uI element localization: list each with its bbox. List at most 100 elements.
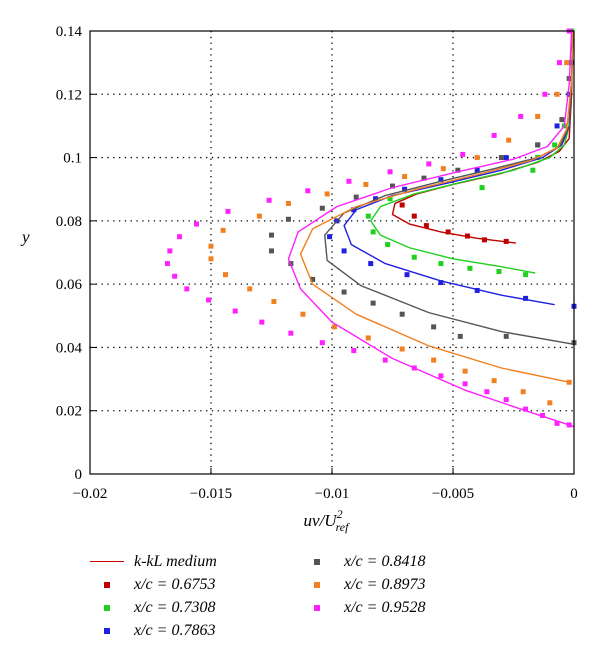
- data-point: [535, 142, 541, 148]
- x-axis-label-main: uv/U: [304, 511, 339, 530]
- data-point: [445, 229, 451, 235]
- x-tick-label: 0: [570, 486, 578, 502]
- data-point: [523, 295, 529, 301]
- x-axis-label-sup: 2: [337, 507, 343, 521]
- y-tick-label: 0.1: [63, 151, 82, 167]
- data-point: [491, 378, 497, 384]
- data-point: [431, 324, 437, 330]
- data-point: [554, 123, 560, 129]
- legend-label: x/c = 0.8973: [344, 575, 426, 593]
- data-point: [411, 213, 417, 219]
- y-tick-label: 0.14: [56, 24, 83, 40]
- marker-series: [164, 28, 572, 428]
- y-axis-label: y: [20, 228, 30, 247]
- data-point: [331, 324, 337, 330]
- data-point: [467, 265, 473, 271]
- data-point: [503, 397, 509, 403]
- legend-label: k-kL medium: [134, 552, 217, 570]
- legend-item-kkl-medium: k-kL medium: [90, 550, 217, 573]
- legend-swatch-0-9528: [314, 604, 320, 611]
- data-point: [319, 340, 325, 346]
- x-tick-label: −0.015: [190, 486, 232, 502]
- data-point: [491, 132, 497, 138]
- y-tick-label: 0: [75, 467, 83, 483]
- data-point: [373, 196, 379, 202]
- data-point: [552, 142, 558, 148]
- data-point: [540, 412, 546, 418]
- legend-swatch-0-8973: [314, 581, 320, 588]
- data-point: [496, 268, 502, 274]
- data-point: [542, 91, 548, 97]
- series-line: [324, 30, 575, 345]
- data-point: [172, 273, 178, 279]
- data-point: [164, 261, 170, 267]
- data-point: [404, 272, 410, 278]
- legend-item-0-7863: x/c = 0.7863: [90, 619, 217, 642]
- y-tick-label: 0.04: [56, 340, 83, 356]
- marker-series: [208, 60, 572, 406]
- data-point: [479, 185, 485, 191]
- data-point: [206, 297, 212, 303]
- series-line: [370, 30, 574, 274]
- data-point: [247, 286, 253, 292]
- data-point: [520, 389, 526, 395]
- data-point: [220, 227, 226, 233]
- data-point: [474, 287, 480, 293]
- chart-legend: k-kL medium x/c = 0.6753 x/c = 0.7308 x/…: [90, 550, 550, 650]
- data-point: [382, 357, 388, 363]
- data-point: [564, 60, 570, 66]
- data-point: [256, 213, 262, 219]
- data-point: [423, 223, 429, 229]
- data-point: [266, 197, 272, 203]
- y-tick-label: 0.06: [56, 277, 83, 293]
- series-line: [287, 30, 575, 428]
- data-point: [269, 232, 274, 238]
- legend-item-0-8973: x/c = 0.8973: [300, 573, 425, 596]
- legend-swatch-0-7863: [104, 627, 110, 634]
- data-point: [370, 300, 376, 306]
- marker-series: [365, 28, 575, 278]
- legend-swatch-0-7308: [104, 604, 110, 611]
- data-point: [523, 406, 529, 412]
- data-point: [426, 161, 432, 167]
- data-point: [346, 178, 352, 184]
- legend-label: x/c = 0.6753: [134, 575, 216, 593]
- data-point: [193, 221, 199, 227]
- data-point: [351, 348, 357, 354]
- data-point: [438, 177, 444, 183]
- data-point: [341, 289, 347, 295]
- data-point: [547, 400, 553, 406]
- data-point: [566, 91, 572, 97]
- data-point: [385, 242, 391, 248]
- data-point: [353, 194, 359, 200]
- data-point: [460, 151, 466, 157]
- x-axis-label-sub: ref: [336, 520, 351, 534]
- legend-label: x/c = 0.7863: [134, 621, 216, 639]
- data-point: [319, 205, 325, 211]
- data-point: [503, 155, 509, 161]
- data-point: [421, 175, 427, 181]
- data-point: [177, 234, 183, 240]
- data-point: [554, 91, 560, 97]
- data-point: [556, 60, 562, 66]
- data-point: [474, 167, 480, 173]
- data-point: [285, 200, 291, 206]
- data-point: [390, 183, 395, 189]
- data-point: [474, 155, 480, 161]
- legend-swatch-kkl-medium: [90, 561, 124, 562]
- data-point: [535, 113, 541, 119]
- x-tick-label: −0.02: [73, 486, 108, 502]
- data-point: [208, 243, 214, 249]
- data-point: [399, 311, 405, 317]
- data-point: [232, 308, 238, 314]
- legend-item-0-8418: x/c = 0.8418: [300, 550, 425, 573]
- data-point: [365, 335, 371, 341]
- data-point: [341, 248, 347, 254]
- data-point: [368, 261, 374, 267]
- data-point: [431, 357, 437, 363]
- data-point: [462, 381, 468, 387]
- data-point: [305, 188, 311, 194]
- data-point: [285, 216, 291, 222]
- series-layer: [164, 28, 577, 428]
- data-point: [363, 181, 369, 187]
